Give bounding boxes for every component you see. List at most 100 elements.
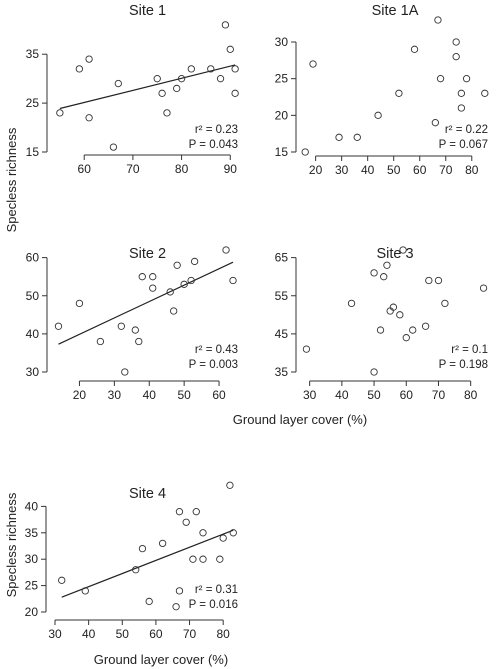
r-squared-annotation: r² = 0.23 bbox=[195, 124, 238, 136]
data-point bbox=[149, 284, 157, 292]
x-tick-label: 80 bbox=[175, 162, 189, 176]
data-point bbox=[175, 508, 184, 516]
y-tick-label: 40 bbox=[26, 327, 40, 341]
data-point bbox=[175, 587, 184, 595]
data-point bbox=[58, 576, 66, 584]
data-point bbox=[309, 60, 317, 68]
data-point bbox=[182, 518, 190, 526]
data-point bbox=[192, 508, 200, 516]
chart-panel-2: Site 1A 15 20 25 30 20 30 40 50 60 70 80 r² = 0.22 P … bbox=[275, 3, 489, 177]
x-tick-label: 20 bbox=[73, 388, 87, 402]
data-point bbox=[187, 65, 195, 73]
chart-title: Site 4 bbox=[129, 486, 166, 502]
chart-title: Site 3 bbox=[376, 246, 413, 262]
data-point bbox=[149, 273, 157, 281]
data-point bbox=[163, 109, 171, 117]
data-point bbox=[109, 143, 118, 151]
x-tick-label: 90 bbox=[224, 162, 238, 176]
data-point bbox=[173, 261, 181, 269]
x-tick-label: 40 bbox=[82, 627, 96, 641]
data-point bbox=[226, 45, 234, 53]
x-tick-label: 50 bbox=[116, 627, 130, 641]
x-tick-label: 30 bbox=[335, 163, 349, 177]
data-point bbox=[114, 79, 122, 88]
x-tick-label: 30 bbox=[48, 627, 62, 641]
data-point bbox=[199, 555, 207, 563]
data-point bbox=[353, 133, 361, 141]
data-point bbox=[138, 273, 146, 281]
data-point bbox=[85, 114, 93, 122]
y-tick-label: 25 bbox=[25, 579, 39, 593]
data-point bbox=[121, 368, 129, 376]
data-point bbox=[226, 481, 234, 489]
data-point bbox=[479, 284, 488, 292]
x-tick-label: 80 bbox=[464, 388, 478, 402]
y-tick-label: 30 bbox=[275, 35, 289, 49]
p-value-annotation: P = 0.067 bbox=[439, 139, 488, 151]
y-tick-label: 25 bbox=[275, 72, 289, 86]
p-value-annotation: P = 0.198 bbox=[439, 359, 488, 371]
data-point bbox=[383, 261, 391, 269]
data-point bbox=[452, 53, 460, 61]
y-tick-label: 35 bbox=[26, 47, 40, 61]
chart-title: Site 1A bbox=[372, 3, 419, 19]
data-point bbox=[222, 246, 230, 254]
chart-panel-1: Site 1 15 25 35 60 70 80 90 r² = 0.23 P = 0.043 bbox=[26, 3, 239, 176]
data-point bbox=[75, 299, 84, 308]
data-point bbox=[153, 75, 161, 83]
data-point bbox=[231, 89, 239, 97]
data-point bbox=[177, 75, 186, 83]
x-tick-label: 20 bbox=[309, 163, 323, 177]
x-tick-label: 40 bbox=[335, 388, 349, 402]
data-point bbox=[166, 288, 174, 296]
y-tick-label: 60 bbox=[26, 251, 40, 265]
data-point bbox=[145, 597, 153, 606]
data-point bbox=[131, 326, 139, 334]
x-tick-label: 60 bbox=[149, 627, 163, 641]
data-point bbox=[434, 16, 442, 24]
data-point bbox=[389, 303, 398, 311]
data-point bbox=[231, 65, 239, 73]
data-point bbox=[199, 529, 207, 537]
data-point bbox=[431, 119, 439, 127]
data-point bbox=[301, 148, 309, 156]
x-tick-label: 40 bbox=[143, 388, 157, 402]
data-point bbox=[81, 587, 89, 595]
p-value-annotation: P = 0.003 bbox=[189, 359, 238, 371]
chart-panel-3: Site 2 30 40 50 60 20 30 40 50 60 r² = 0.43 P = 0.0… bbox=[26, 246, 238, 402]
data-point bbox=[347, 299, 356, 308]
data-point bbox=[189, 555, 197, 563]
data-point bbox=[399, 246, 407, 254]
x-tick-label: 50 bbox=[387, 163, 401, 177]
data-point bbox=[481, 89, 489, 97]
data-point bbox=[96, 337, 105, 346]
data-point bbox=[207, 65, 215, 73]
data-point bbox=[380, 273, 388, 281]
data-point bbox=[172, 603, 180, 611]
y-tick-label: 65 bbox=[275, 251, 289, 265]
data-point bbox=[395, 89, 403, 97]
data-point bbox=[216, 75, 225, 83]
y-tick-label: 50 bbox=[26, 289, 40, 303]
data-point bbox=[370, 368, 378, 376]
r-squared-annotation: r² = 0.31 bbox=[195, 584, 238, 596]
y-tick-label: 30 bbox=[26, 365, 40, 379]
p-value-annotation: P = 0.016 bbox=[189, 599, 238, 611]
data-point bbox=[302, 345, 311, 353]
r-squared-annotation: r² = 0.22 bbox=[445, 124, 488, 136]
data-point bbox=[457, 89, 466, 97]
data-point bbox=[229, 529, 237, 537]
y-tick-label: 35 bbox=[25, 526, 39, 540]
data-point bbox=[457, 104, 466, 112]
data-point bbox=[410, 45, 419, 53]
data-point bbox=[158, 89, 166, 97]
regression-line bbox=[61, 529, 234, 598]
data-point bbox=[221, 21, 230, 29]
chart-title: Site 1 bbox=[129, 3, 166, 19]
x-tick-label: 60 bbox=[78, 162, 92, 176]
y-tick-label: 40 bbox=[25, 499, 39, 513]
data-point bbox=[75, 65, 83, 73]
data-point bbox=[462, 75, 471, 83]
data-point bbox=[229, 276, 237, 285]
x-tick-label: 50 bbox=[177, 388, 191, 402]
